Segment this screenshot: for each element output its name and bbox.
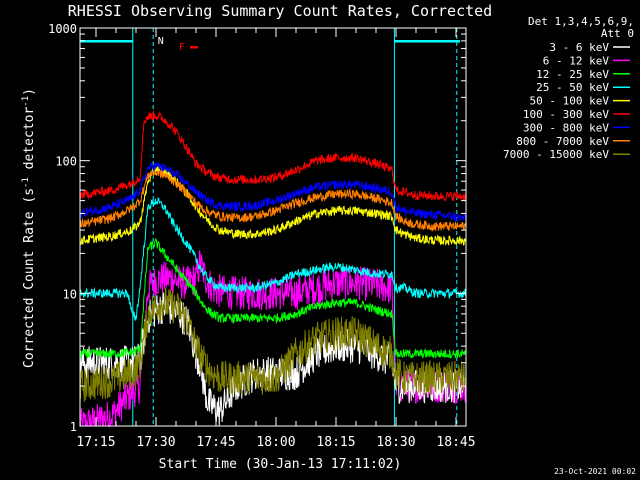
series-line-5 (79, 111, 467, 202)
x-tick-label-1: 17:30 (136, 435, 175, 450)
y-tick-label-2: 100 (55, 155, 77, 169)
legend-label-2: 12 - 25 keV (536, 68, 609, 81)
x-tick-label-6: 18:45 (436, 435, 475, 450)
legend-label-3: 25 - 50 keV (536, 81, 609, 94)
x-tick-label-4: 18:15 (316, 435, 355, 450)
generation-timestamp: 23-Oct-2021 00:02 (554, 467, 636, 476)
chart-title: RHESSI Observing Summary Count Rates, Co… (68, 2, 492, 20)
x-tick-label-0: 17:15 (76, 435, 115, 450)
x-tick-label-5: 18:30 (376, 435, 415, 450)
series-line-4 (79, 165, 467, 247)
x-tick-label-3: 18:00 (256, 435, 295, 450)
series-line-3 (79, 196, 467, 321)
legend-label-4: 50 - 100 keV (530, 95, 610, 108)
y-tick-label-0: 1 (70, 420, 77, 434)
y-axis-label-mid: detector (22, 107, 37, 178)
legend-label-1: 6 - 12 keV (543, 54, 610, 67)
x-tick-label-2: 17:45 (196, 435, 235, 450)
f-annotation-label: F (179, 42, 185, 53)
legend-header-detectors: Det 1,3,4,5,6,9, (528, 15, 634, 28)
legend-label-8: 7000 - 15000 keV (503, 148, 609, 161)
series-line-7 (79, 167, 467, 233)
y-tick-label-1: 10 (63, 287, 77, 301)
y-axis-label-exp2: -1 (21, 96, 31, 107)
y-tick-label-3: 1000 (48, 22, 77, 36)
legend-label-7: 800 - 7000 keV (516, 135, 609, 148)
legend-header-attenuator: Att 0 (601, 27, 634, 40)
x-axis-label: Start Time (30-Jan-13 17:11:02) (159, 457, 402, 472)
series-line-1 (79, 250, 467, 428)
y-axis-label: Corrected Count Rate (s-1 detector-1) (21, 88, 37, 368)
axes-layer: 1 10 100 1000 17:15 17:30 17:45 18:00 18:15 18:30… (48, 22, 475, 450)
night-bar-0 (80, 40, 133, 43)
f-annotation-bar (190, 46, 198, 49)
y-axis-label-exp1: -1 (21, 177, 31, 188)
legend-label-0: 3 - 6 keV (549, 41, 609, 54)
y-axis-label-main: Corrected Count Rate (s (22, 188, 37, 368)
n-annotation-label: N (158, 36, 164, 47)
series-line-6 (79, 162, 467, 222)
series-layer (79, 111, 467, 428)
night-bar-1 (394, 40, 460, 43)
series-line-2 (79, 237, 467, 359)
legend-label-5: 100 - 300 keV (523, 108, 609, 121)
series-line-8 (79, 287, 467, 402)
y-axis-label-end: ) (22, 88, 37, 96)
legend-label-6: 300 - 800 keV (523, 121, 609, 134)
plot-frame (79, 27, 467, 427)
